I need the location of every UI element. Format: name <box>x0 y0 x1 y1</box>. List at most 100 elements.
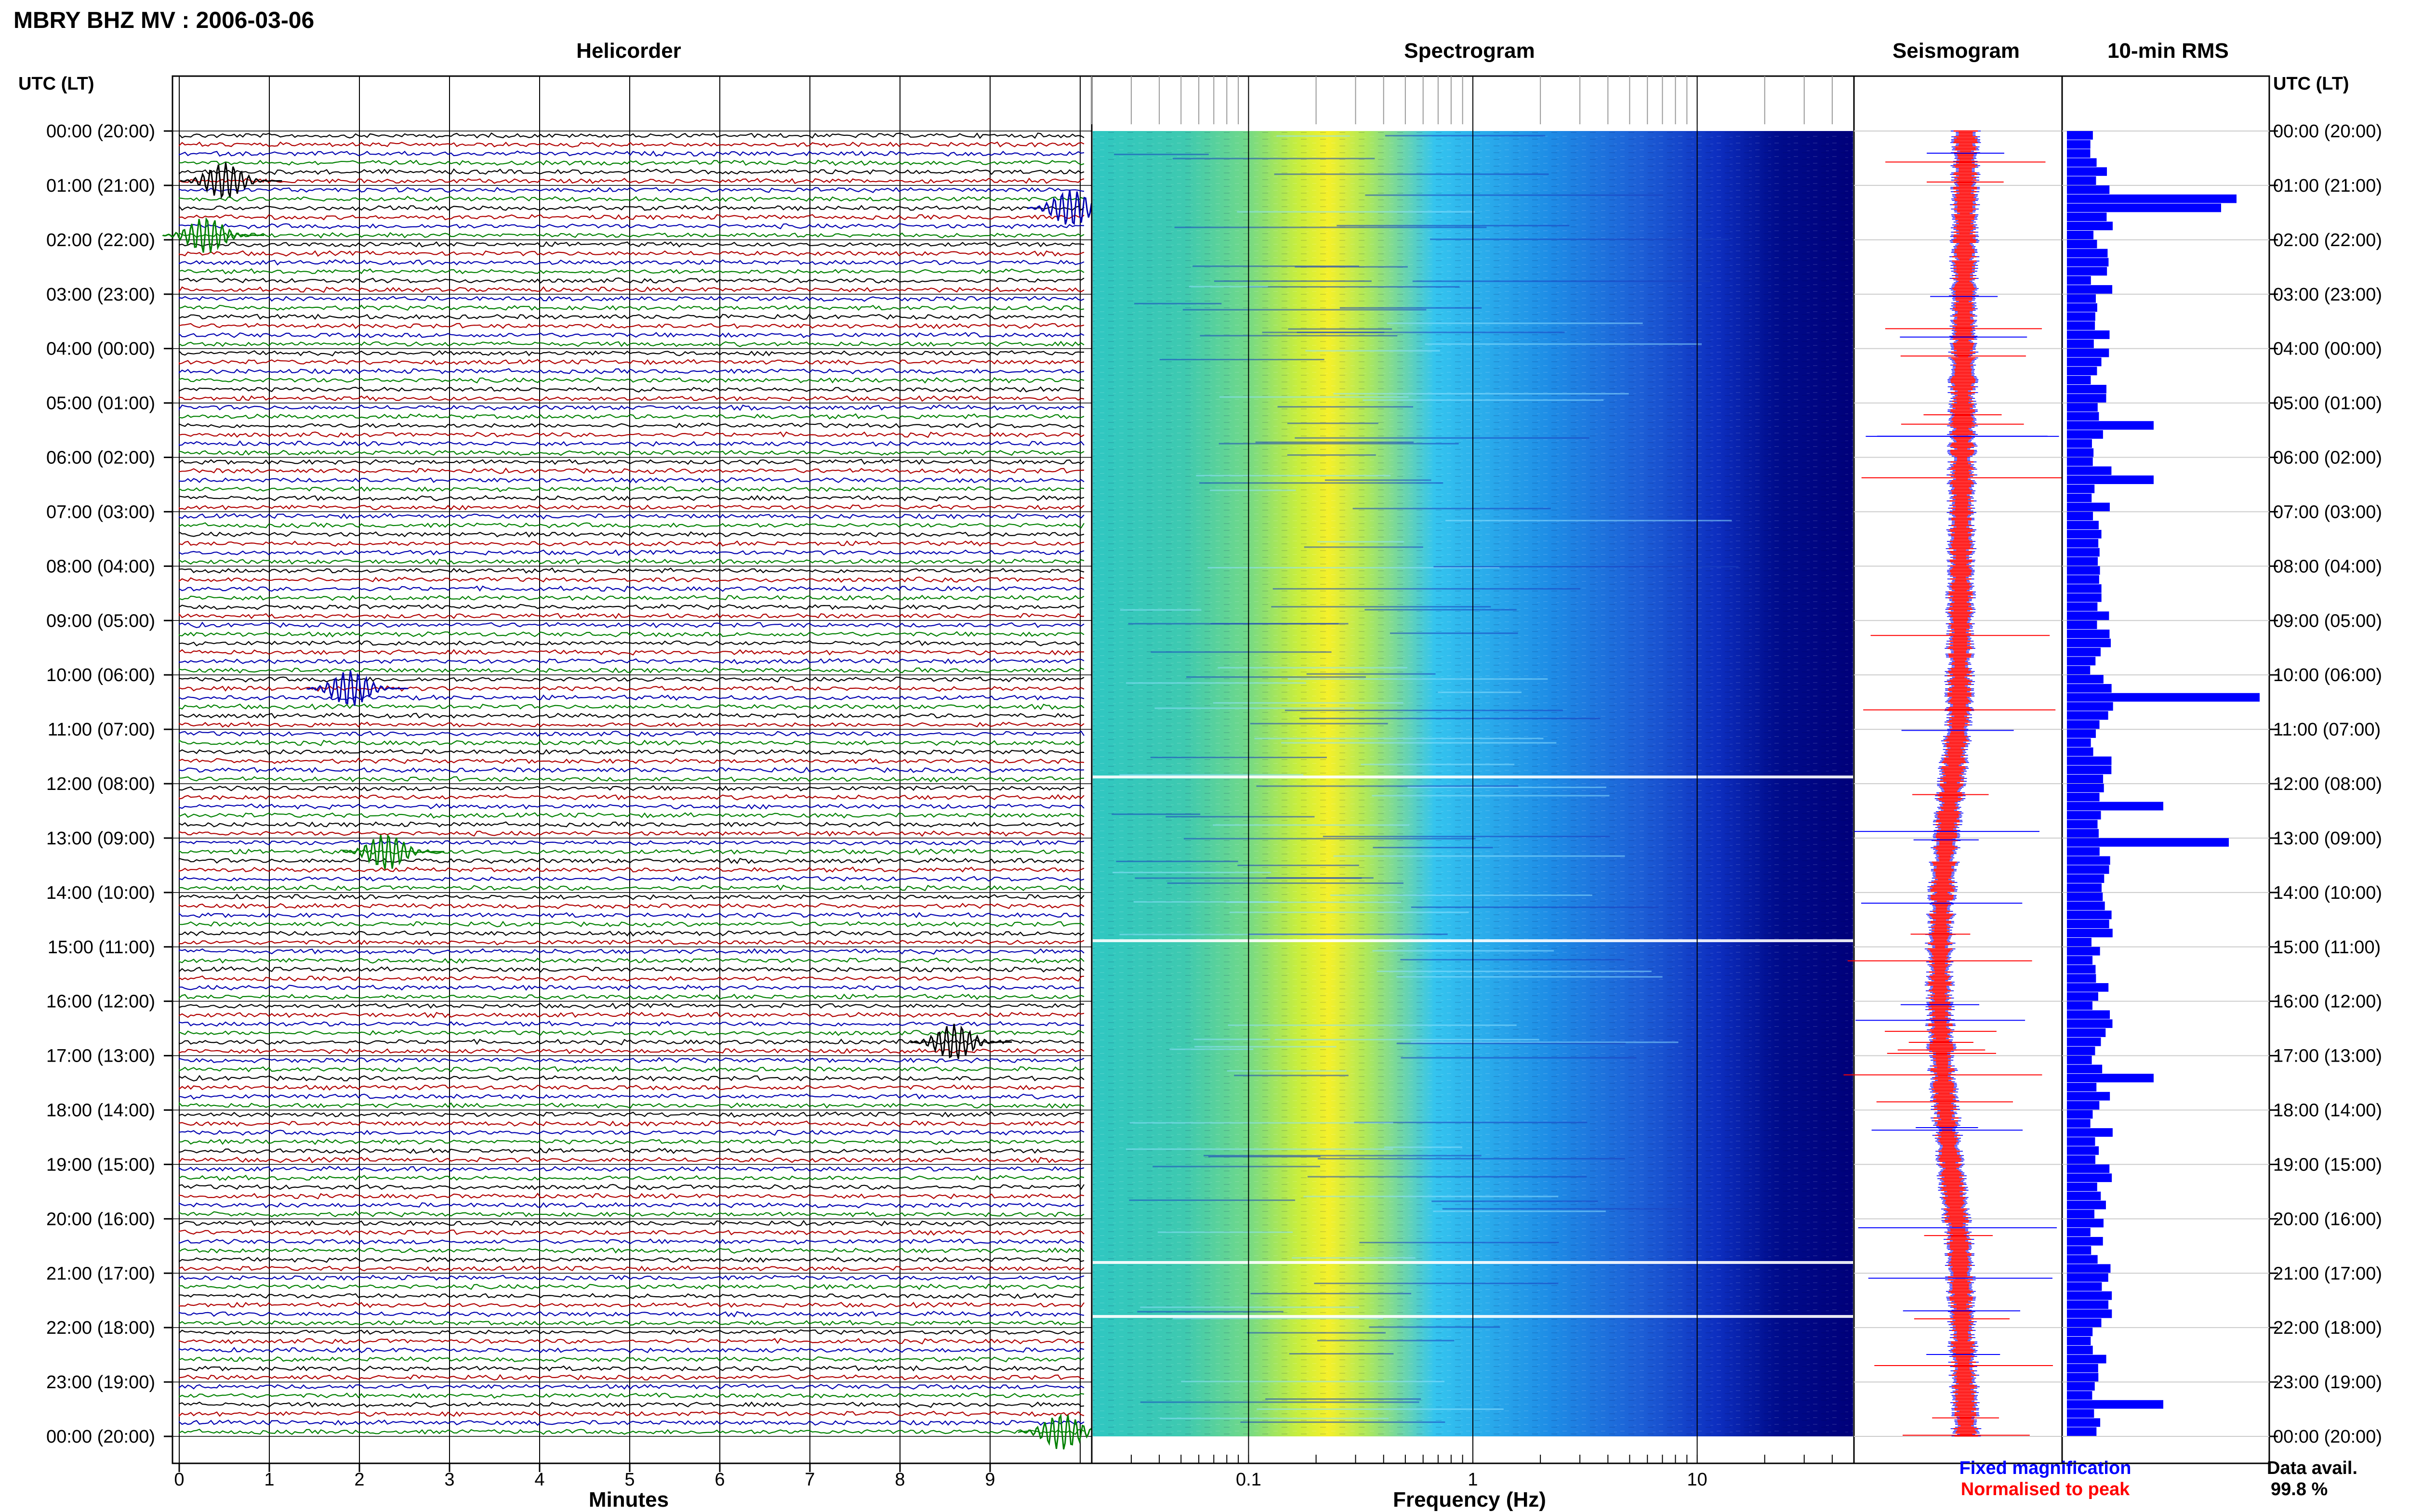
helicorder-trace <box>178 1265 1085 1272</box>
helicorder-trace <box>178 612 1085 619</box>
time-label-right: 03:00 (23:00) <box>2273 285 2382 305</box>
spectrogram-streak <box>1226 901 1401 903</box>
spectrogram-streak <box>1317 1340 1455 1341</box>
rms-bar <box>2067 1364 2098 1373</box>
time-label-right: 02:00 (22:00) <box>2273 230 2382 250</box>
spectrogram-streak <box>1352 508 1551 510</box>
spectrogram-streak <box>1219 396 1409 398</box>
helicorder-trace <box>178 894 1085 900</box>
spectrogram-streak <box>1317 541 1404 543</box>
helicorder-trace <box>178 903 1085 909</box>
rms-bar <box>2067 376 2091 384</box>
spectrogram-streak <box>1116 860 1238 862</box>
helicorder-trace <box>178 205 1085 211</box>
spectrogram-streak <box>1318 1158 1625 1160</box>
time-label-left: 09:00 (05:00) <box>46 611 155 631</box>
minute-tick-label: 9 <box>985 1470 995 1490</box>
rms-bar <box>2067 1318 2102 1328</box>
helicorder-trace <box>178 1329 1085 1335</box>
rms-bar <box>2067 1146 2099 1155</box>
rms-bar <box>2067 765 2112 775</box>
spectrogram-streak <box>1299 718 1601 720</box>
minute-tick-label: 6 <box>715 1470 725 1490</box>
spectrogram-streak <box>1119 774 1304 776</box>
rms-bar <box>2067 267 2107 276</box>
legend-normalised-to-peak: Normalised to peak <box>1961 1479 2130 1499</box>
spectrogram-streak <box>1114 154 1209 156</box>
helicorder-trace <box>178 1193 1085 1200</box>
minute-tick-label: 2 <box>354 1470 364 1490</box>
helicorder-trace <box>178 1102 1085 1109</box>
time-label-left: 23:00 (19:00) <box>46 1372 155 1393</box>
spectrogram-streak <box>1140 1401 1419 1403</box>
rms-bar <box>2067 811 2101 820</box>
time-label-right: 23:00 (19:00) <box>2273 1372 2382 1393</box>
time-label-left: 17:00 (13:00) <box>46 1046 155 1066</box>
helicorder-event <box>910 1024 1012 1059</box>
time-label-right: 11:00 (07:00) <box>2273 720 2381 740</box>
rms-bar <box>2067 1037 2101 1046</box>
spectrogram-streak <box>1363 399 1604 401</box>
rms-bar <box>2067 1046 2095 1055</box>
helicorder-trace <box>178 467 1085 474</box>
rms-bar <box>2067 620 2097 630</box>
time-label-right: 10:00 (06:00) <box>2273 665 2382 685</box>
spectrogram-streak <box>1305 350 1440 352</box>
helicorder-trace <box>178 549 1085 556</box>
rms-bar <box>2067 502 2110 512</box>
spectrogram-streak <box>1125 1148 1393 1150</box>
time-label-left: 22:00 (18:00) <box>46 1318 155 1338</box>
helicorder-trace <box>178 975 1085 982</box>
spectrogram-streak <box>1186 676 1366 678</box>
helicorder-trace <box>178 640 1085 646</box>
rms-bar <box>2067 920 2109 929</box>
spectrogram-streak <box>1254 737 1544 739</box>
spectrogram-streak <box>1430 238 1729 240</box>
rms-bar <box>2067 856 2110 865</box>
rms-bar <box>2067 1083 2097 1091</box>
spectrogram-streak <box>1182 309 1427 311</box>
time-label-left: 21:00 (17:00) <box>46 1263 155 1284</box>
helicorder-trace <box>178 1084 1085 1091</box>
time-label-right: 07:00 (03:00) <box>2273 502 2382 522</box>
rms-bar <box>2067 539 2099 548</box>
spectrogram-streak <box>1112 813 1201 815</box>
spectrogram-streak <box>1154 707 1354 709</box>
helicorder-trace <box>178 848 1085 855</box>
spectrogram-streak <box>1204 1155 1482 1157</box>
helicorder-trace <box>178 1202 1085 1209</box>
time-label-right: 12:00 (08:00) <box>2273 774 2382 794</box>
helicorder-trace <box>178 1048 1085 1054</box>
rms-bar <box>2067 1074 2154 1083</box>
minute-tick-label: 0 <box>174 1470 184 1490</box>
helicorder-trace <box>178 341 1085 347</box>
time-label-left: 03:00 (23:00) <box>46 285 155 305</box>
helicorder-trace <box>178 1012 1085 1019</box>
rms-bar <box>2067 1155 2095 1164</box>
helicorder-trace <box>178 1111 1085 1118</box>
spectrogram-streak <box>1289 1353 1394 1355</box>
helicorder-trace <box>178 821 1085 828</box>
spectrogram-streak <box>1256 785 1519 787</box>
spectrogram-streak <box>1169 1048 1254 1050</box>
helicorder-trace <box>178 431 1085 438</box>
helicorder-trace <box>178 1075 1085 1082</box>
time-label-left: 10:00 (06:00) <box>46 665 155 685</box>
rms-bar <box>2067 140 2091 149</box>
spectrogram-streak <box>1396 1042 1626 1044</box>
spectrogram-streak <box>1372 795 1610 797</box>
rms-bar <box>2067 1328 2093 1336</box>
rms-bar <box>2067 775 2104 783</box>
spectrogram-streak <box>1189 286 1268 288</box>
time-label-left: 02:00 (22:00) <box>46 230 155 250</box>
helicorder-trace <box>178 912 1085 919</box>
helicorder-trace <box>178 1247 1085 1254</box>
spectrogram-streak <box>1333 855 1625 857</box>
rms-bar <box>2067 1065 2103 1074</box>
helicorder-trace <box>178 1374 1085 1381</box>
helicorder-trace <box>178 776 1085 783</box>
time-label-left: 05:00 (01:00) <box>46 394 155 414</box>
helicorder-trace <box>178 223 1085 229</box>
helicorder-trace <box>178 594 1085 601</box>
helicorder-trace <box>178 830 1085 837</box>
